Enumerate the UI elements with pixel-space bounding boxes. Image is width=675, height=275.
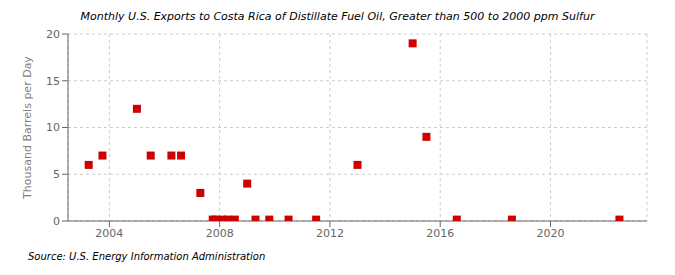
svg-text:0: 0: [53, 215, 60, 228]
html-text:Source: U.S. Energy Informatio: Source: U.S. Energy Information Administ…: [28, 251, 266, 262]
svg-text:2016: 2016: [426, 227, 454, 240]
html-text:Monthly U.S. Exports to Costa: Monthly U.S. Exports to Costa Rica of Di…: [80, 10, 595, 23]
svg-text:20: 20: [46, 28, 60, 41]
svg-text:2012: 2012: [316, 227, 344, 240]
svg-text:2008: 2008: [206, 227, 234, 240]
svg-text:5: 5: [53, 168, 60, 181]
svg-text:2004: 2004: [95, 227, 123, 240]
svg-text:2020: 2020: [537, 227, 565, 240]
svg-text:10: 10: [46, 121, 60, 134]
svg-text:Thousand Barrels per Day: Thousand Barrels per Day: [21, 56, 34, 200]
svg-text:15: 15: [46, 75, 60, 88]
